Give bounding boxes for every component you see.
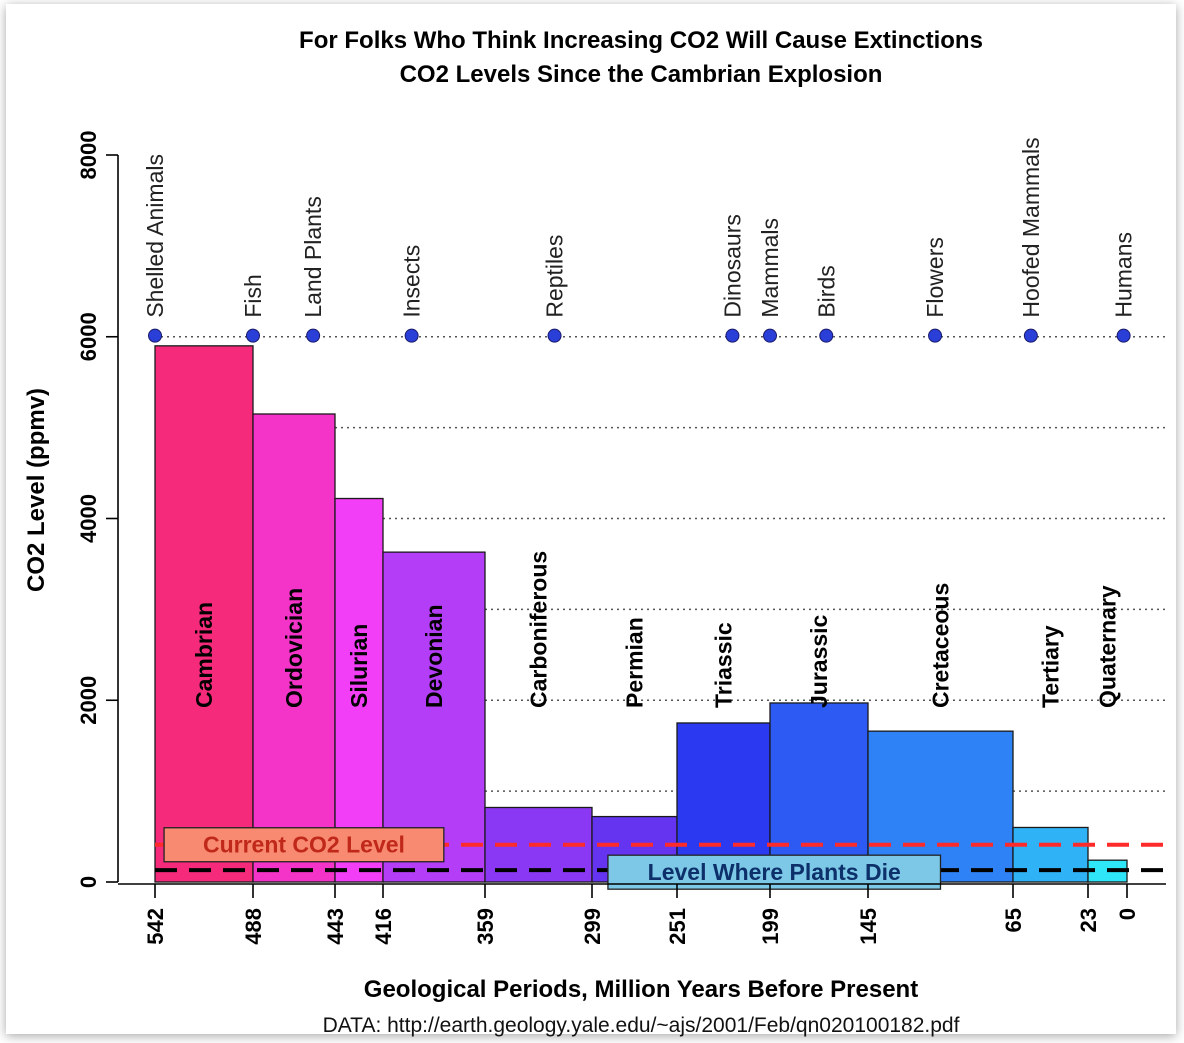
x-tick-label: 251 xyxy=(665,908,690,945)
reference-label-1: Level Where Plants Die xyxy=(648,859,901,885)
axes: 0 2000 4000 6000 8000 542 488 443 416 359 299 251 19… xyxy=(76,131,1166,945)
y-tick-label: 6000 xyxy=(76,312,101,361)
event-marker xyxy=(819,328,834,343)
period-label-ordovician: Ordovician xyxy=(281,588,307,708)
period-label-tertiary: Tertiary xyxy=(1038,625,1064,708)
bar-tertiary xyxy=(1012,826,1089,883)
bar-ordovician xyxy=(252,413,336,883)
event-marker xyxy=(246,328,260,343)
period-label-permian: Permian xyxy=(622,617,648,708)
x-tick-label: 145 xyxy=(856,908,881,945)
event-label: Land Plants xyxy=(300,196,326,317)
y-tick-label: 4000 xyxy=(76,494,101,543)
bar-devonian xyxy=(382,551,486,883)
event-marker xyxy=(306,328,321,343)
period-label-carboniferous: Carboniferous xyxy=(526,551,552,708)
y-tick-label: 2000 xyxy=(76,676,101,725)
event-marker xyxy=(928,328,943,343)
x-tick-label: 0 xyxy=(1115,908,1140,920)
event-marker xyxy=(725,328,740,343)
reference-label-box-0 xyxy=(163,827,445,863)
event-label: Reptiles xyxy=(542,235,568,318)
x-tick-label: 443 xyxy=(323,908,348,945)
x-tick-label: 416 xyxy=(371,908,396,945)
chart-subtitle: CO2 Levels Since the Cambrian Explosion xyxy=(400,61,883,88)
period-label-silurian: Silurian xyxy=(346,624,372,708)
chart-title: For Folks Who Think Increasing CO2 Will … xyxy=(299,27,983,54)
x-tick-label: 359 xyxy=(473,908,498,945)
event-marker xyxy=(1023,328,1038,343)
event-marker xyxy=(547,328,562,343)
event-label: Hoofed Mammals xyxy=(1018,137,1044,317)
event-label: Dinosaurs xyxy=(719,214,745,318)
y-tick-label: 8000 xyxy=(76,131,101,180)
x-tick-label: 65 xyxy=(1001,908,1026,932)
bar-jurassic xyxy=(769,702,869,883)
x-tick-label: 488 xyxy=(241,908,266,945)
event-label: Humans xyxy=(1111,232,1137,318)
period-label-triassic: Triassic xyxy=(711,622,737,708)
event-marker xyxy=(763,328,777,343)
events: Shelled Animals Fish Land Plants Insects Rep… xyxy=(142,137,1137,343)
event-marker xyxy=(404,328,419,343)
x-tick-label: 23 xyxy=(1076,908,1101,932)
x-axis-label: Geological Periods, Million Years Before… xyxy=(364,976,918,1003)
reference-label-0: Current CO2 Level xyxy=(203,832,405,858)
event-label: Birds xyxy=(813,265,839,317)
bar-silurian xyxy=(334,497,384,883)
event-label: Flowers xyxy=(922,237,948,318)
x-tick-label: 542 xyxy=(143,908,168,945)
event-marker xyxy=(148,328,162,343)
period-label-quaternary: Quaternary xyxy=(1095,585,1121,708)
event-label: Insects xyxy=(399,245,425,318)
event-marker xyxy=(1116,328,1131,343)
bars xyxy=(154,345,1128,883)
event-label: Shelled Animals xyxy=(142,154,168,318)
period-label-jurassic: Jurassic xyxy=(806,614,832,708)
data-source: DATA: http://earth.geology.yale.edu/~ajs… xyxy=(323,1014,960,1037)
y-axis-label: CO2 Level (ppmv) xyxy=(23,388,50,592)
y-tick-label: 0 xyxy=(76,876,101,888)
period-label-cambrian: Cambrian xyxy=(191,602,217,708)
x-tick-label: 299 xyxy=(580,908,605,945)
event-label: Fish xyxy=(240,274,266,317)
bar-cambrian xyxy=(154,345,254,883)
event-label: Mammals xyxy=(757,218,783,318)
period-label-cretaceous: Cretaceous xyxy=(928,583,954,708)
period-labels: Cambrian Ordovician Silurian Devonian Carbon… xyxy=(191,551,1121,708)
period-label-devonian: Devonian xyxy=(421,604,447,708)
x-tick-label: 199 xyxy=(758,908,783,945)
